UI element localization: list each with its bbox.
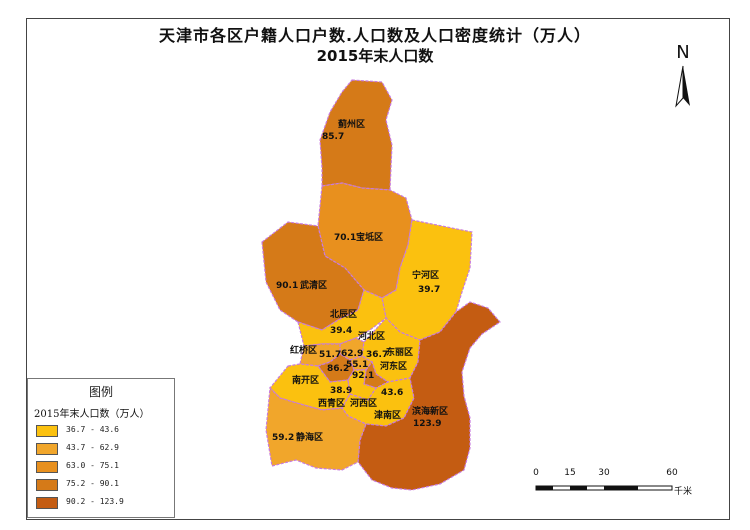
north-arrow-icon	[675, 65, 690, 108]
label-hebei: 河北区	[358, 330, 385, 342]
value-wuqing: 90.1	[276, 281, 298, 291]
value-hongqiao: 51.7	[319, 350, 341, 360]
district-binhai[interactable]	[357, 301, 501, 491]
scale-bar-graphic	[535, 485, 673, 491]
legend: 图例 2015年末人口数（万人） 36.7 - 43.6 43.7 - 62.9…	[27, 378, 175, 518]
label-baodi: 宝坻区	[356, 231, 383, 243]
value-hebei: 62.9	[341, 349, 363, 359]
legend-subtitle: 2015年末人口数（万人）	[34, 409, 150, 420]
legend-item-label: 63.0 - 75.1	[66, 461, 119, 470]
map-title: 天津市各区户籍人口户数.人口数及人口密度统计（万人）	[158, 26, 592, 45]
legend-title: 图例	[88, 385, 113, 399]
scale-bar: 0 15 30 60 千米	[528, 468, 708, 508]
value-jizhou: 85.7	[322, 132, 344, 142]
scale-tick-label: 30	[598, 468, 610, 478]
district-nankai[interactable]	[317, 353, 355, 383]
map-subtitle: 2015年末人口数	[316, 47, 434, 65]
legend-item-label: 75.2 - 90.1	[66, 479, 119, 488]
label-hexi: 河西区	[350, 397, 377, 409]
north-arrow: N	[668, 42, 698, 112]
legend-swatch	[36, 461, 58, 473]
label-nankai: 南开区	[292, 374, 319, 386]
legend-item-label: 36.7 - 43.6	[66, 425, 119, 434]
value-jinnan: 43.6	[381, 388, 403, 398]
legend-item-label: 90.2 - 123.9	[66, 497, 124, 506]
value-jinghai: 59.2	[272, 433, 294, 443]
label-beichen: 北辰区	[330, 308, 357, 320]
legend-swatch	[36, 497, 58, 509]
value-ninghe: 39.7	[418, 285, 440, 295]
value-dongli: 36.7	[366, 350, 388, 360]
legend-swatch	[36, 479, 58, 491]
district-hexi[interactable]	[347, 369, 377, 401]
label-xiqing: 西青区	[318, 397, 345, 409]
value-nankai: 86.2	[327, 364, 349, 374]
value-binhai: 123.9	[413, 419, 441, 429]
legend-swatch	[36, 425, 58, 437]
district-jinghai[interactable]	[265, 386, 367, 471]
north-letter: N	[676, 42, 690, 63]
label-jinghai: 静海区	[296, 431, 323, 443]
label-dongli: 东丽区	[386, 346, 413, 358]
scale-unit: 千米	[674, 487, 693, 497]
label-jizhou: 蓟州区	[337, 118, 365, 130]
scale-tick-label: 0	[533, 468, 539, 478]
label-ninghe: 宁河区	[412, 269, 439, 281]
scale-tick-label: 15	[564, 468, 576, 478]
value-heping: 55.1	[346, 360, 368, 370]
label-binhai: 滨海新区	[412, 405, 448, 417]
label-hedong: 河东区	[380, 360, 407, 372]
legend-swatch	[36, 443, 58, 455]
value-xiqing: 38.9	[330, 386, 352, 396]
label-jinnan: 津南区	[374, 409, 401, 421]
value-baodi: 70.1	[334, 233, 356, 243]
district-labels: 蓟州区 85.7 70.1 宝坻区 90.1 武清区 宁河区 39.7 北辰区 …	[272, 118, 448, 443]
value-beichen: 39.4	[330, 326, 352, 336]
district-ninghe[interactable]	[381, 219, 473, 341]
legend-item-label: 43.7 - 62.9	[66, 443, 119, 452]
scale-tick-label: 60	[666, 468, 678, 478]
label-wuqing: 武清区	[300, 279, 327, 291]
value-hedong: 92.1	[352, 371, 374, 381]
label-hongqiao: 红桥区	[290, 344, 317, 356]
